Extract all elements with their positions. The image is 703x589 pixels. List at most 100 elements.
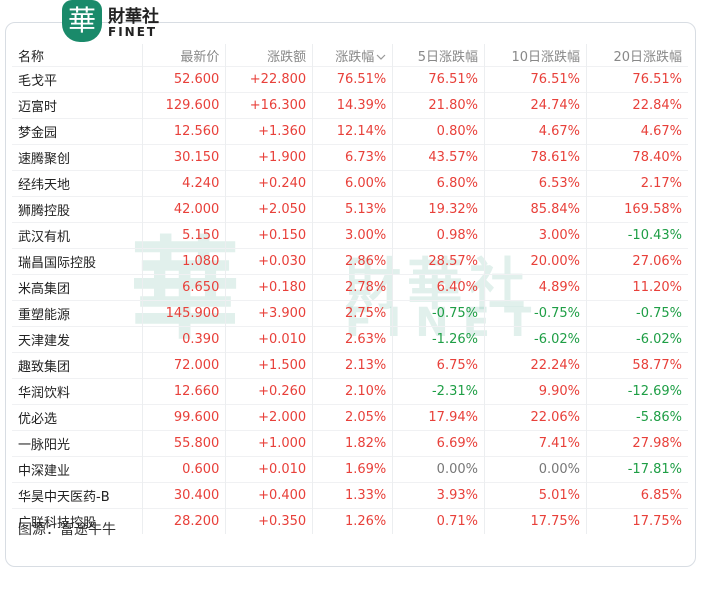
cell: 2.13% xyxy=(312,352,393,379)
column-header[interactable]: 涨跌幅 xyxy=(312,44,393,67)
stock-name: 瑞昌国际控股 xyxy=(12,248,143,275)
cell: 17.94% xyxy=(392,404,485,431)
row: 梦金园 12.560 +1.360 12.14% 0.80% 4.67% 4.67% xyxy=(12,118,688,145)
cell: 14.39% xyxy=(312,92,393,119)
stock-name: 中深建业 xyxy=(12,456,143,483)
cell: 169.58% xyxy=(586,196,688,223)
cell: 20.00% xyxy=(483,248,587,275)
cell: -17.81% xyxy=(586,456,688,483)
stock-name: 天津建发 xyxy=(12,326,143,353)
cell: +1.900 xyxy=(225,144,313,171)
cell: 12.560 xyxy=(141,118,226,145)
cell: 4.67% xyxy=(586,118,688,145)
row: 天津建发 0.390 +0.010 2.63% -1.26% -6.02% -6.02% xyxy=(12,326,688,353)
cell: +0.180 xyxy=(225,274,313,301)
cell: 2.63% xyxy=(312,326,393,353)
cell: 76.51% xyxy=(483,66,587,93)
stock-name: 华昊中天医药-B xyxy=(12,482,143,509)
cell: 6.85% xyxy=(586,482,688,509)
cell: 2.86% xyxy=(312,248,393,275)
cell: 12.14% xyxy=(312,118,393,145)
cell: 7.41% xyxy=(483,430,587,457)
row: 华润饮料 12.660 +0.260 2.10% -2.31% 9.90% -12.69% xyxy=(12,378,688,405)
cell: 42.000 xyxy=(141,196,226,223)
cell: 76.51% xyxy=(392,66,485,93)
cell: 2.17% xyxy=(586,170,688,197)
cell: 1.26% xyxy=(312,508,393,534)
table: 名称 最新价 涨跌额 涨跌幅 5日涨跌幅 10日涨跌幅 20日涨跌幅 毛戈平 52.600 +22… xyxy=(12,44,688,534)
cell: 21.80% xyxy=(392,92,485,119)
brand-en: FINET xyxy=(108,25,158,39)
cell: +16.300 xyxy=(225,92,313,119)
cell: 4.89% xyxy=(483,274,587,301)
cell: +0.240 xyxy=(225,170,313,197)
stock-name: 米高集团 xyxy=(12,274,143,301)
stock-name: 迈富时 xyxy=(12,92,143,119)
column-header[interactable]: 10日涨跌幅 xyxy=(483,44,587,67)
row: 经纬天地 4.240 +0.240 6.00% 6.80% 6.53% 2.17% xyxy=(12,170,688,197)
cell: 76.51% xyxy=(312,66,393,93)
cell: 43.57% xyxy=(392,144,485,171)
column-header[interactable]: 名称 xyxy=(18,49,45,65)
column-header[interactable]: 最新价 xyxy=(141,44,226,67)
cell: 1.82% xyxy=(312,430,393,457)
cell: +1.500 xyxy=(225,352,313,379)
cell: 3.93% xyxy=(392,482,485,509)
row: 米高集团 6.650 +0.180 2.78% 6.40% 4.89% 11.20% xyxy=(12,274,688,301)
cell: 28.200 xyxy=(141,508,226,534)
cell: -10.43% xyxy=(586,222,688,249)
cell: 6.75% xyxy=(392,352,485,379)
column-header[interactable]: 20日涨跌幅 xyxy=(586,44,688,67)
cell: +3.900 xyxy=(225,300,313,327)
row: 优必选 99.600 +2.000 2.05% 17.94% 22.06% -5.86% xyxy=(12,404,688,431)
stock-name: 梦金园 xyxy=(12,118,143,145)
cell: +0.350 xyxy=(225,508,313,534)
cell: -0.75% xyxy=(483,300,587,327)
cell: 22.06% xyxy=(483,404,587,431)
logo-mark: 華 xyxy=(62,0,102,42)
cell: 0.80% xyxy=(392,118,485,145)
row: 武汉有机 5.150 +0.150 3.00% 0.98% 3.00% -10.43% xyxy=(12,222,688,249)
cell: 2.75% xyxy=(312,300,393,327)
cell: 85.84% xyxy=(483,196,587,223)
row: 广联科技控股 28.200 +0.350 1.26% 0.71% 17.75% 17.75% xyxy=(12,508,688,534)
stock-name: 经纬天地 xyxy=(12,170,143,197)
cell: +0.010 xyxy=(225,326,313,353)
cell: +0.010 xyxy=(225,456,313,483)
cell: 19.32% xyxy=(392,196,485,223)
cell: 6.40% xyxy=(392,274,485,301)
cell: 3.00% xyxy=(483,222,587,249)
sort-icon[interactable] xyxy=(376,53,386,61)
row: 狮腾控股 42.000 +2.050 5.13% 19.32% 85.84% 169.58% xyxy=(12,196,688,223)
cell: 6.53% xyxy=(483,170,587,197)
cell: +22.800 xyxy=(225,66,313,93)
cell: 76.51% xyxy=(586,66,688,93)
stock-name: 优必选 xyxy=(12,404,143,431)
cell: 5.13% xyxy=(312,196,393,223)
row: 迈富时 129.600 +16.300 14.39% 21.80% 24.74% 22.84… xyxy=(12,92,688,119)
cell: 27.98% xyxy=(586,430,688,457)
cell: 0.390 xyxy=(141,326,226,353)
cell: 4.67% xyxy=(483,118,587,145)
card xyxy=(5,22,696,567)
cell: 6.69% xyxy=(392,430,485,457)
cell: 145.900 xyxy=(141,300,226,327)
stock-name: 狮腾控股 xyxy=(12,196,143,223)
cell: 0.98% xyxy=(392,222,485,249)
cell: +0.400 xyxy=(225,482,313,509)
column-header[interactable]: 5日涨跌幅 xyxy=(392,44,485,67)
brand: 財華社 xyxy=(108,7,159,27)
cell: 4.240 xyxy=(141,170,226,197)
cell: 0.71% xyxy=(392,508,485,534)
column-header[interactable]: 涨跌额 xyxy=(225,44,313,67)
cell: -0.75% xyxy=(392,300,485,327)
cell: 0.00% xyxy=(483,456,587,483)
stock-name: 速腾聚创 xyxy=(12,144,143,171)
cell: 1.69% xyxy=(312,456,393,483)
cell: -6.02% xyxy=(483,326,587,353)
cell: 6.650 xyxy=(141,274,226,301)
cell: 52.600 xyxy=(141,66,226,93)
row: 一脉阳光 55.800 +1.000 1.82% 6.69% 7.41% 27.98% xyxy=(12,430,688,457)
cell: 2.10% xyxy=(312,378,393,405)
